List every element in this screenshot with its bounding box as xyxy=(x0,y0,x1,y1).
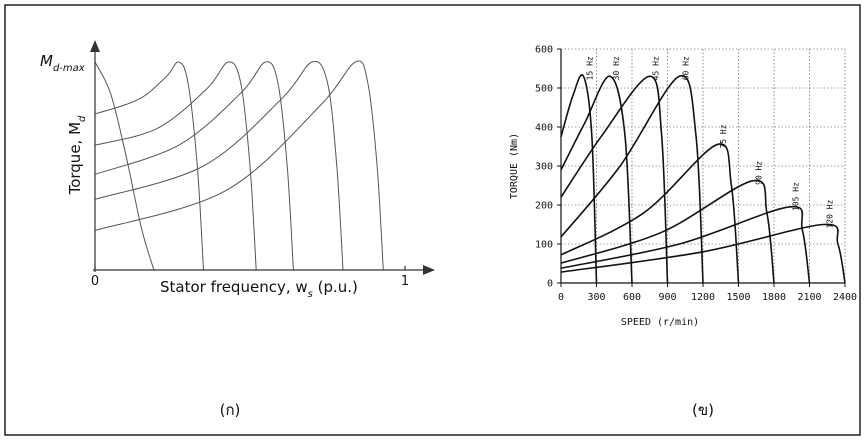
series-label: 45 Hz xyxy=(652,56,661,80)
x-tick-label: 1500 xyxy=(726,292,750,303)
curve xyxy=(95,62,204,270)
x-label-main: Stator frequency, w xyxy=(160,278,308,296)
x-tick-label: 300 xyxy=(587,292,605,303)
curve xyxy=(95,62,293,270)
y-tick-label: 400 xyxy=(535,123,553,134)
series-label: 15 Hz xyxy=(585,56,594,80)
curve xyxy=(561,144,739,283)
curve xyxy=(95,61,343,270)
series-label: 75 Hz xyxy=(719,124,728,148)
x-arrow xyxy=(423,265,435,275)
curve xyxy=(561,207,810,283)
frame xyxy=(5,5,860,435)
y-axis-label: TORQUE (Nm) xyxy=(509,133,520,199)
x-axis-label: SPEED (r/min) xyxy=(621,317,699,328)
curve xyxy=(95,61,383,270)
ymax-sub: d-max xyxy=(53,63,85,74)
y-label-sub: d xyxy=(77,115,88,122)
y-tick-label: 200 xyxy=(535,201,553,212)
x-tick-label: 2100 xyxy=(797,292,821,303)
x-axis-label: Stator frequency, ws (p.u.) xyxy=(160,278,358,300)
x-tick-label: 600 xyxy=(623,292,641,303)
y-axis-label: Torque, Md xyxy=(66,115,88,195)
y-tick-label: 300 xyxy=(535,162,553,173)
x-tick-label: 0 xyxy=(91,274,99,289)
y-tick-label: 500 xyxy=(535,84,553,95)
y-arrow xyxy=(90,40,100,52)
x-tick-label: 1800 xyxy=(762,292,786,303)
series-label: 90 Hz xyxy=(755,161,764,185)
y-label-main: Torque, M xyxy=(66,122,84,195)
series-label: 30 Hz xyxy=(612,56,621,80)
x-tick-label: 0 xyxy=(558,292,564,303)
x-tick-label: 900 xyxy=(658,292,676,303)
y-tick-label: 100 xyxy=(535,240,553,251)
ymax-main: M xyxy=(40,52,53,70)
series-label: 60 Hz xyxy=(681,56,690,80)
x-tick-label: 2400 xyxy=(833,292,857,303)
series-label: 105 Hz xyxy=(791,182,800,211)
caption: (ข) xyxy=(692,401,714,419)
x-tick-label: 1 xyxy=(401,274,409,289)
series-label: 120 Hz xyxy=(826,199,835,228)
curve xyxy=(561,76,668,283)
x-label-tail: (p.u.) xyxy=(313,278,358,296)
caption: (ก) xyxy=(220,401,241,419)
ymax-label: Md-max xyxy=(40,52,85,74)
y-tick-label: 600 xyxy=(535,45,553,56)
curve xyxy=(95,62,256,270)
y-tick-label: 0 xyxy=(547,279,553,290)
x-tick-label: 1200 xyxy=(691,292,715,303)
figure: 0 1 Md-max Torque, Md Stator frequency, ws (… xyxy=(0,0,867,441)
